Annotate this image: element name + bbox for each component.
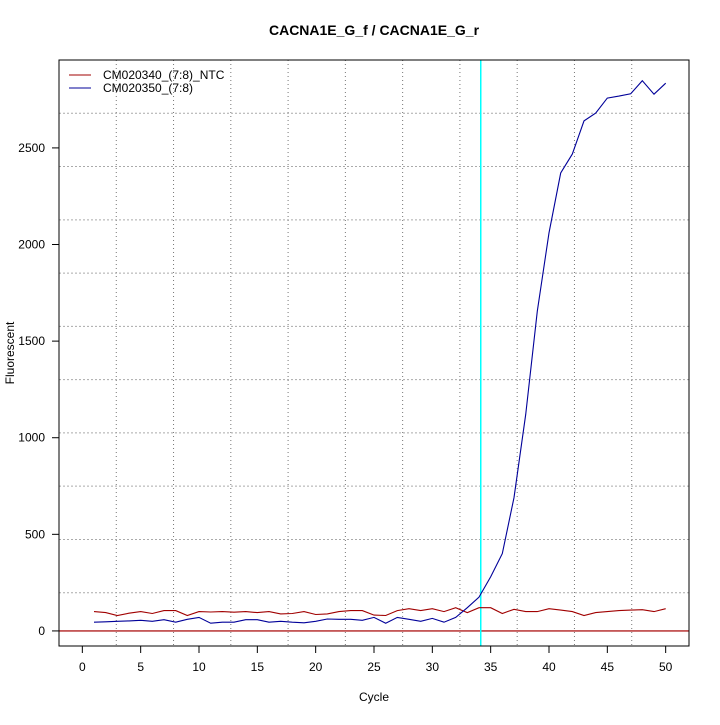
reference-lines	[59, 60, 689, 646]
x-axis-label: Cycle	[359, 690, 389, 704]
legend-label: CM020340_(7:8)_NTC	[103, 68, 225, 82]
y-tick-label: 500	[25, 527, 45, 541]
x-tick-label: 0	[79, 660, 86, 674]
x-axis: 0 5 10 15 20 25 30 35 40 45 50	[79, 646, 673, 674]
y-tick-label: 2500	[18, 141, 45, 155]
x-tick-label: 10	[192, 660, 206, 674]
y-axis: 0 500 1000 1500 2000 2500	[18, 141, 59, 638]
x-tick-label: 45	[601, 660, 615, 674]
chart-title: CACNA1E_G_f / CACNA1E_G_r	[269, 22, 480, 38]
y-tick-label: 0	[38, 624, 45, 638]
series-lines	[93, 79, 667, 624]
x-tick-label: 35	[484, 660, 498, 674]
x-tick-label: 30	[426, 660, 440, 674]
x-tick-label: 50	[659, 660, 673, 674]
x-tick-label: 25	[367, 660, 381, 674]
plot-frame	[58, 59, 690, 647]
y-tick-label: 1500	[18, 334, 45, 348]
x-tick-label: 40	[542, 660, 556, 674]
y-tick-label: 1000	[18, 431, 45, 445]
series-line-2	[93, 79, 667, 624]
x-tick-label: 20	[309, 660, 323, 674]
x-tick-label: 15	[251, 660, 265, 674]
series-line-1	[93, 607, 666, 617]
legend-label: CM020350_(7:8)	[103, 81, 193, 95]
x-tick-label: 5	[137, 660, 144, 674]
y-tick-label: 2000	[18, 238, 45, 252]
grid	[59, 60, 689, 646]
y-axis-label: Fluorescent	[3, 321, 17, 384]
